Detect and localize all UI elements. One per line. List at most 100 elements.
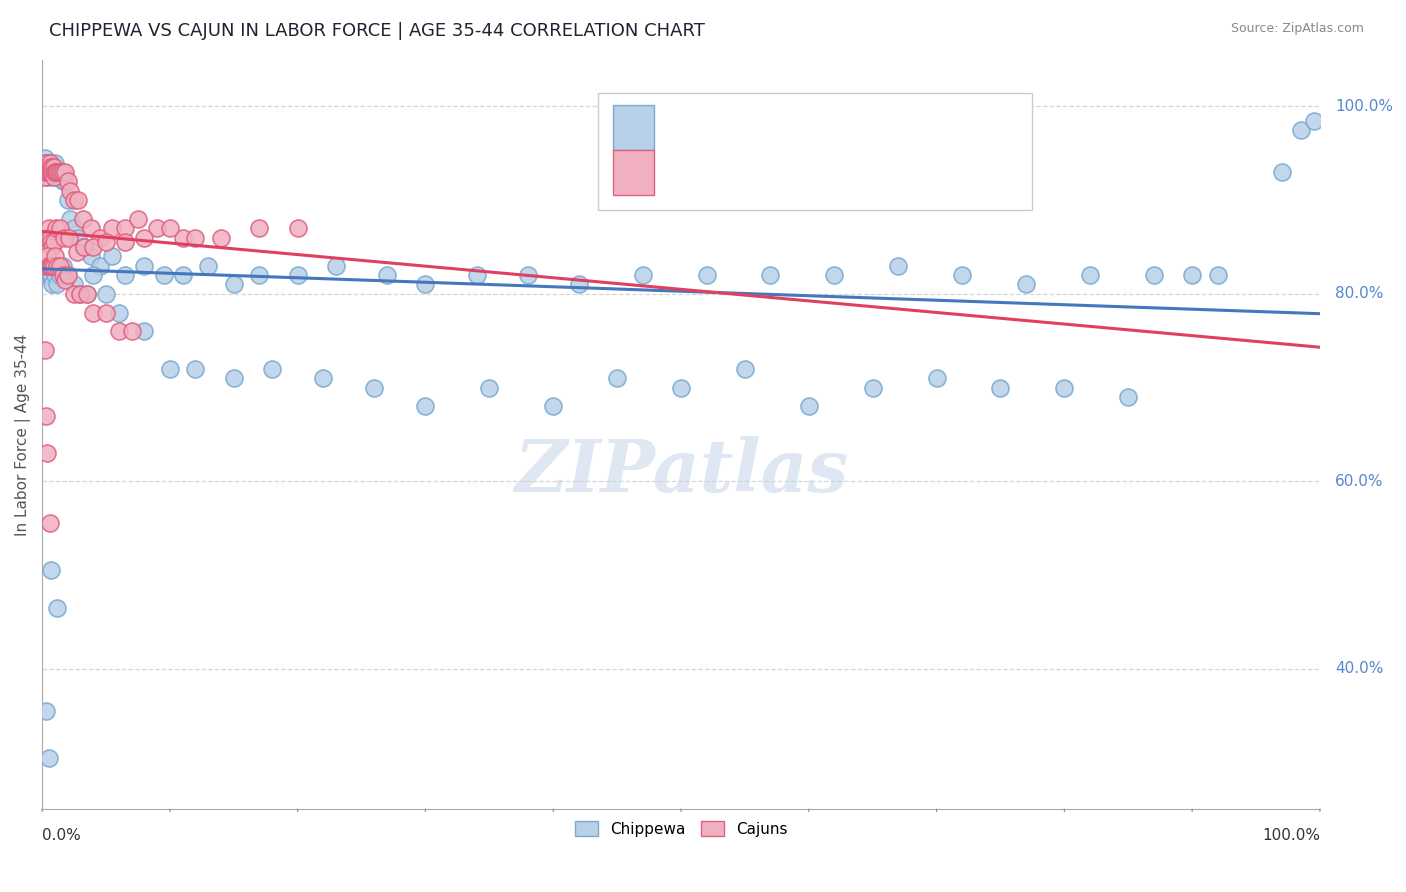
Text: Source: ZipAtlas.com: Source: ZipAtlas.com: [1230, 22, 1364, 36]
Point: [44, 249, 66, 263]
Point: [39, 235, 62, 250]
Point: [312, 371, 335, 385]
Point: [990, 380, 1012, 394]
Point: [222, 277, 245, 292]
Point: [53, 268, 76, 282]
Point: [38, 516, 60, 531]
Point: [797, 399, 820, 413]
Point: [51, 165, 73, 179]
Point: [184, 361, 207, 376]
Point: [52, 230, 75, 244]
Point: [48, 169, 70, 184]
Point: [1181, 268, 1204, 282]
Point: [46, 277, 69, 292]
Point: [82, 240, 104, 254]
Point: [37, 259, 59, 273]
Point: [37, 161, 59, 175]
Point: [34, 165, 56, 179]
Point: [89, 259, 111, 273]
Point: [69, 286, 91, 301]
Point: [209, 230, 232, 244]
Point: [152, 268, 174, 282]
Point: [159, 361, 181, 376]
Point: [51, 259, 73, 273]
Point: [1015, 277, 1038, 292]
Point: [56, 174, 79, 188]
Point: [59, 184, 82, 198]
Point: [49, 221, 72, 235]
Legend: Chippewa, Cajuns: Chippewa, Cajuns: [568, 814, 793, 843]
Point: [41, 259, 63, 273]
Point: [94, 286, 117, 301]
Point: [46, 600, 69, 615]
Point: [415, 277, 437, 292]
Point: [59, 211, 82, 226]
Point: [42, 259, 65, 273]
Point: [56, 193, 79, 207]
Point: [1078, 268, 1101, 282]
Point: [222, 371, 245, 385]
Point: [127, 211, 149, 226]
Point: [39, 161, 62, 175]
Point: [247, 268, 270, 282]
Point: [51, 165, 73, 179]
Point: [44, 155, 66, 169]
Point: [49, 259, 72, 273]
Point: [568, 277, 591, 292]
Point: [37, 161, 59, 175]
Point: [1302, 113, 1324, 128]
Point: [46, 165, 69, 179]
Text: 100.0%: 100.0%: [1263, 828, 1320, 843]
Point: [41, 277, 63, 292]
Point: [35, 165, 58, 179]
Point: [65, 244, 87, 259]
Point: [37, 165, 59, 179]
Point: [38, 165, 60, 179]
Point: [56, 268, 79, 282]
Point: [49, 165, 72, 179]
Text: 40.0%: 40.0%: [1336, 661, 1384, 676]
Point: [45, 165, 67, 179]
Point: [734, 361, 756, 376]
Point: [37, 165, 59, 179]
Point: [42, 169, 65, 184]
Point: [37, 750, 59, 764]
Point: [79, 249, 101, 263]
Point: [669, 380, 692, 394]
Point: [39, 259, 62, 273]
Point: [107, 324, 129, 338]
Point: [37, 268, 59, 282]
Point: [41, 161, 63, 175]
Point: [101, 249, 124, 263]
Point: [114, 268, 136, 282]
Point: [35, 169, 58, 184]
Point: [1206, 268, 1229, 282]
Point: [38, 268, 60, 282]
Point: [34, 235, 56, 250]
Point: [32, 165, 55, 179]
Point: [134, 230, 156, 244]
Point: [37, 169, 59, 184]
Point: [48, 165, 70, 179]
Point: [159, 221, 181, 235]
Point: [44, 268, 66, 282]
Point: [287, 268, 309, 282]
Point: [34, 169, 56, 184]
Point: [415, 399, 437, 413]
Point: [66, 230, 89, 244]
Point: [94, 305, 117, 319]
Point: [35, 704, 58, 718]
Point: [51, 268, 73, 282]
Point: [34, 259, 56, 273]
Point: [39, 155, 62, 169]
Point: [72, 211, 94, 226]
Point: [35, 409, 58, 423]
Point: [56, 268, 79, 282]
Point: [41, 240, 63, 254]
Point: [39, 161, 62, 175]
Point: [63, 277, 86, 292]
Point: [184, 230, 207, 244]
Point: [42, 161, 65, 175]
Point: [42, 161, 65, 175]
Point: [37, 165, 59, 179]
